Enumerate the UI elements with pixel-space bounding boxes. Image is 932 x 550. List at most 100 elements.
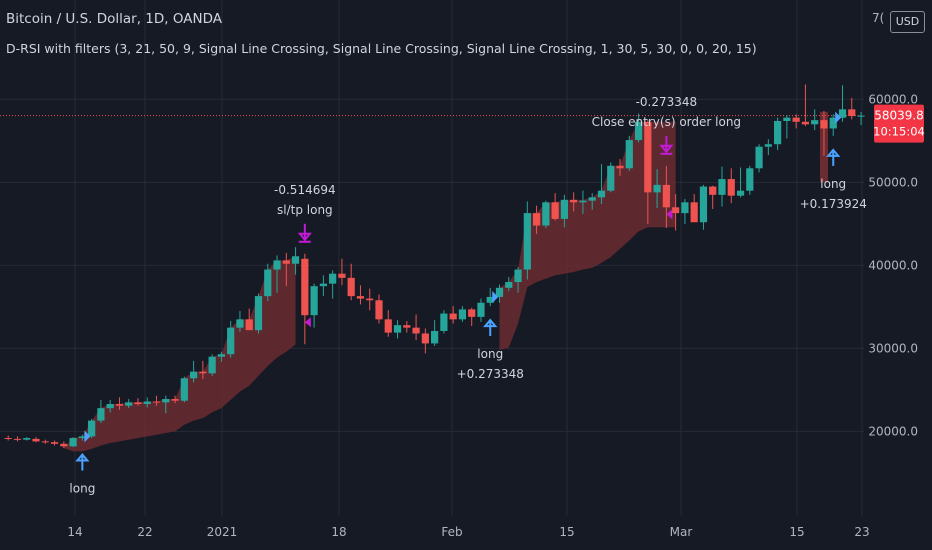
candle[interactable] (532, 213, 541, 226)
candle[interactable] (829, 117, 837, 129)
indicator-legend[interactable]: D-RSI with filters (3, 21, 50, 9, Signal… (6, 41, 757, 56)
candle[interactable] (579, 200, 587, 203)
candle[interactable] (811, 120, 819, 125)
candle[interactable] (217, 354, 226, 357)
candle[interactable] (273, 260, 281, 270)
candle[interactable] (709, 186, 717, 195)
candle[interactable] (23, 438, 31, 440)
candle[interactable] (690, 202, 698, 223)
candle[interactable] (634, 121, 643, 141)
candle[interactable] (171, 399, 179, 401)
candle[interactable] (570, 199, 578, 203)
candle[interactable] (588, 197, 596, 201)
candle[interactable] (115, 404, 124, 406)
exit-arrow-head (659, 144, 674, 154)
candle[interactable] (134, 402, 142, 405)
candle[interactable] (97, 408, 105, 421)
candle[interactable] (431, 330, 439, 344)
candle[interactable] (69, 438, 77, 447)
candle[interactable] (662, 184, 670, 208)
candle[interactable] (653, 184, 661, 193)
candle[interactable] (254, 296, 263, 331)
candle[interactable] (468, 309, 476, 317)
candle[interactable] (347, 277, 355, 297)
candle[interactable] (542, 202, 550, 226)
candle[interactable] (495, 287, 504, 297)
candle[interactable] (162, 399, 170, 403)
candle[interactable] (477, 302, 485, 317)
candle[interactable] (616, 165, 624, 169)
candle[interactable] (310, 286, 318, 316)
candle[interactable] (736, 190, 745, 196)
candle[interactable] (13, 438, 22, 440)
candle[interactable] (319, 283, 327, 287)
candle[interactable] (106, 404, 114, 409)
candle[interactable] (125, 402, 133, 406)
candle[interactable] (523, 213, 531, 270)
candle[interactable] (718, 179, 726, 195)
candle[interactable] (375, 300, 383, 320)
candle[interactable] (338, 273, 346, 278)
candle[interactable] (672, 207, 680, 214)
candle[interactable] (190, 371, 198, 379)
candle[interactable] (486, 296, 494, 303)
candle[interactable] (607, 165, 615, 191)
candle[interactable] (458, 309, 467, 320)
candle[interactable] (820, 120, 828, 129)
candle[interactable] (764, 144, 772, 147)
candle[interactable] (208, 356, 216, 374)
candle[interactable] (4, 438, 12, 440)
candle[interactable] (403, 325, 411, 328)
candle[interactable] (50, 442, 59, 444)
candle[interactable] (551, 202, 559, 219)
current-price-tag[interactable] (874, 104, 924, 143)
candle[interactable] (801, 121, 810, 125)
candle[interactable] (644, 121, 652, 193)
candle[interactable] (143, 401, 151, 405)
candle[interactable] (440, 313, 448, 331)
candle[interactable] (301, 258, 309, 316)
candle[interactable] (560, 199, 568, 219)
candle[interactable] (727, 179, 735, 196)
candle[interactable] (356, 296, 365, 299)
candle[interactable] (282, 260, 290, 264)
candle[interactable] (60, 443, 68, 447)
candle[interactable] (199, 371, 207, 374)
candle[interactable] (857, 115, 865, 117)
candle[interactable] (393, 325, 402, 333)
candle[interactable] (848, 109, 856, 116)
candle[interactable] (88, 420, 96, 437)
candle[interactable] (792, 117, 800, 122)
candle[interactable] (597, 190, 606, 198)
candle[interactable] (838, 109, 847, 118)
time-axis-label: 22 (137, 525, 152, 539)
candle[interactable] (681, 202, 689, 214)
candle[interactable] (180, 378, 188, 401)
candle[interactable] (412, 327, 420, 334)
candle[interactable] (755, 146, 763, 169)
candle[interactable] (384, 319, 392, 333)
candle[interactable] (152, 401, 161, 403)
candle[interactable] (329, 273, 337, 284)
candle[interactable] (41, 441, 49, 443)
candle[interactable] (625, 140, 633, 169)
symbol-title[interactable]: Bitcoin / U.S. Dollar, 1D, OANDA (6, 11, 222, 27)
candle[interactable] (774, 120, 782, 145)
candle[interactable] (78, 436, 86, 439)
candle[interactable] (421, 333, 429, 344)
candle[interactable] (699, 186, 708, 223)
candle[interactable] (746, 168, 754, 191)
candle[interactable] (366, 298, 374, 301)
candle[interactable] (264, 269, 272, 297)
candle[interactable] (236, 319, 244, 328)
candle[interactable] (505, 282, 513, 288)
currency-button[interactable]: USD (890, 11, 925, 33)
candle[interactable] (783, 117, 791, 121)
candle[interactable] (32, 438, 40, 442)
candle[interactable] (449, 313, 457, 320)
candle[interactable] (227, 327, 235, 355)
candle[interactable] (291, 256, 300, 264)
candle[interactable] (514, 269, 522, 282)
candle[interactable] (245, 319, 253, 331)
